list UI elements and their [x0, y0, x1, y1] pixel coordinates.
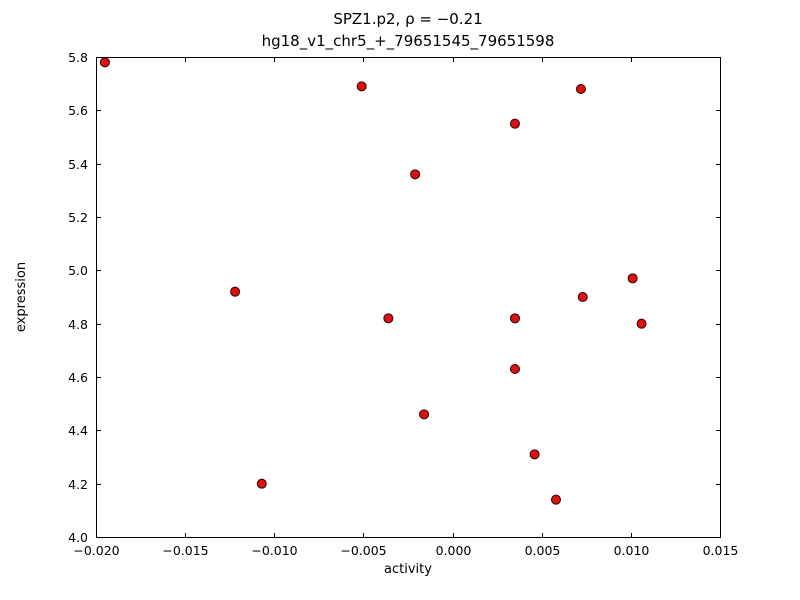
data-point — [577, 292, 588, 302]
y-tick-label: 5.8 — [68, 50, 88, 65]
data-point — [509, 313, 520, 324]
axes-frame — [96, 57, 721, 538]
chart-title: SPZ1.p2, ρ = −0.21 — [333, 10, 483, 28]
data-point — [550, 494, 561, 505]
data-point — [529, 449, 540, 460]
y-tick-label: 4.8 — [68, 317, 88, 332]
data-point — [383, 313, 394, 324]
data-point — [410, 169, 421, 180]
data-point — [419, 409, 430, 420]
data-point — [509, 118, 520, 129]
data-point — [99, 57, 110, 68]
x-tick-label: 0.010 — [614, 543, 650, 558]
y-tick-label: 5.6 — [68, 103, 88, 118]
x-tick-label: −0.005 — [340, 543, 386, 558]
y-tick-label: 5.4 — [68, 157, 88, 172]
y-tick-label: 4.2 — [68, 477, 88, 492]
chart-subtitle: hg18_v1_chr5_+_79651545_79651598 — [261, 32, 555, 50]
x-tick-label: 0.005 — [525, 543, 561, 558]
chart-title-block: SPZ1.p2, ρ = −0.21 hg18_v1_chr5_+_796515… — [96, 8, 720, 52]
x-tick-label: 0.015 — [703, 543, 739, 558]
x-tick-label: −0.020 — [73, 543, 119, 558]
data-point — [627, 273, 638, 284]
data-point — [636, 318, 647, 329]
y-tick-label: 4.6 — [68, 370, 88, 385]
y-tick-label: 4.0 — [68, 530, 88, 545]
data-point — [356, 81, 367, 92]
data-point — [256, 478, 267, 489]
x-tick-label: 0.000 — [436, 543, 472, 558]
y-tick-label: 4.4 — [68, 423, 88, 438]
data-point — [575, 84, 586, 94]
y-tick-label: 5.0 — [68, 263, 88, 278]
data-point — [230, 286, 241, 297]
y-tick-label: 5.2 — [68, 210, 88, 225]
x-axis-label: activity — [384, 562, 432, 577]
data-point — [509, 364, 520, 374]
x-tick-label: −0.010 — [251, 543, 297, 558]
x-tick-label: −0.015 — [162, 543, 208, 558]
